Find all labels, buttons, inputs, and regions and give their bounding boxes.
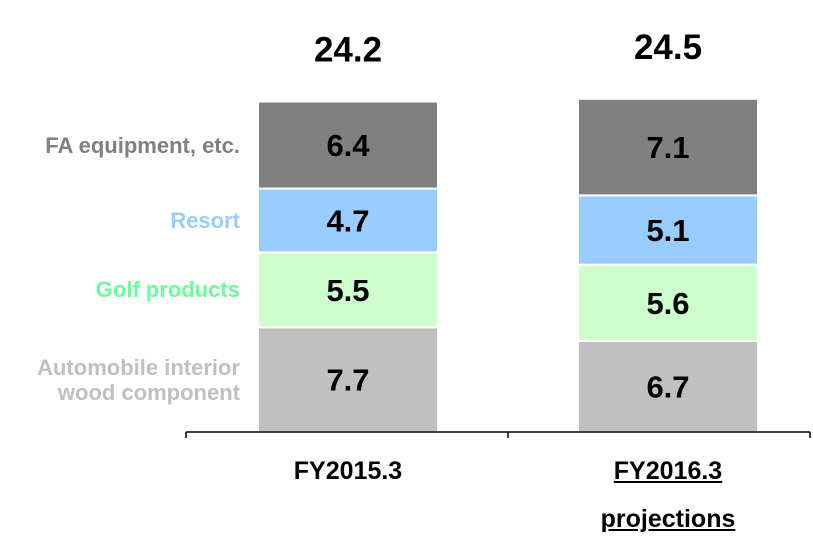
value-label: 6.4 — [326, 128, 370, 163]
value-label: 6.7 — [646, 369, 689, 404]
value-label: 5.6 — [646, 286, 689, 321]
value-label: 5.5 — [326, 273, 369, 308]
series-label: Golf products — [95, 277, 240, 303]
value-label: 7.7 — [326, 363, 369, 398]
bar-segment — [257, 187, 439, 254]
bar-segment — [257, 100, 439, 190]
value-label: 5.1 — [646, 213, 689, 248]
series-label: Resort — [170, 208, 240, 234]
bar-segment — [577, 97, 759, 197]
value-label: 4.7 — [326, 204, 369, 239]
value-label: 7.1 — [646, 130, 689, 165]
bar-segment — [257, 326, 439, 433]
total-label: 24.5 — [634, 28, 702, 67]
x-tick-label: FY2016.3 projections — [600, 457, 736, 533]
bar-segment — [577, 263, 759, 342]
total-label: 24.2 — [314, 31, 382, 70]
series-label: Automobile interior wood component — [37, 354, 240, 405]
x-tick-label: FY2015.3 — [293, 457, 403, 485]
series-label: FA equipment, etc. — [45, 132, 240, 158]
bar-segment — [577, 194, 759, 266]
